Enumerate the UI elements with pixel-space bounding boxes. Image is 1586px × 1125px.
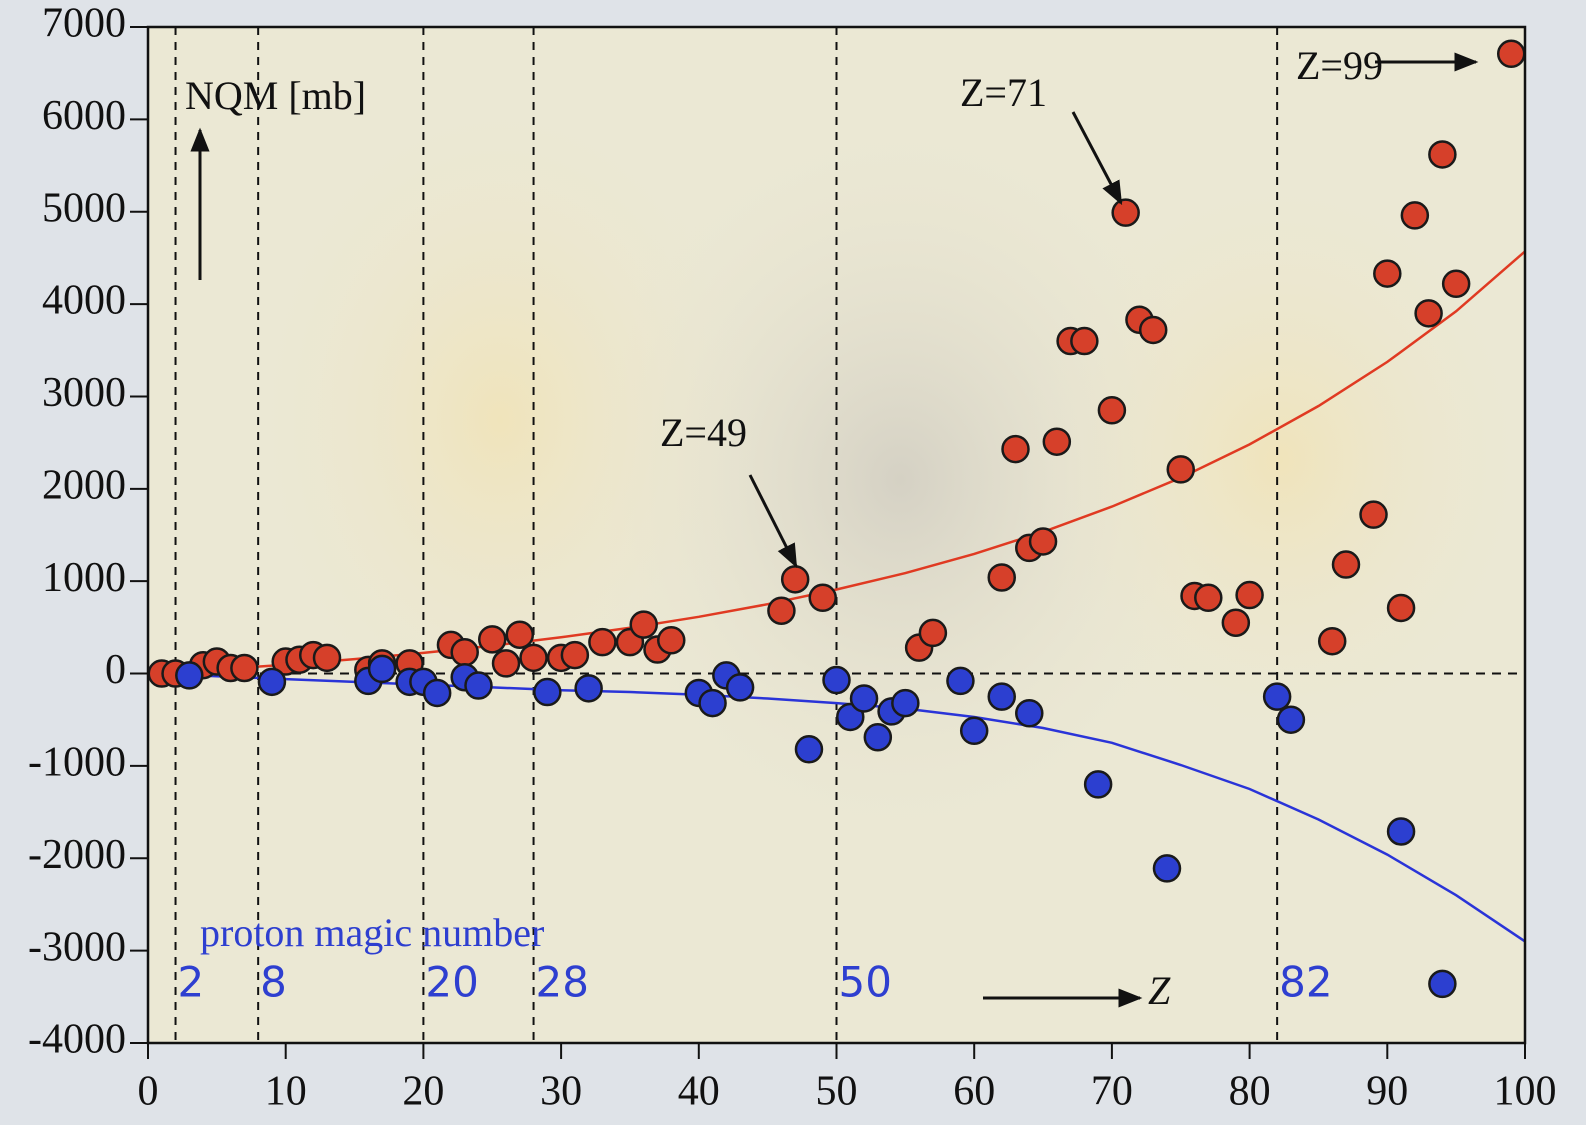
- point: [947, 668, 973, 694]
- point: [1113, 200, 1139, 226]
- y-tick-label: -4000: [28, 1017, 126, 1063]
- point: [851, 685, 877, 711]
- point: [1498, 41, 1524, 67]
- chart: -4000-3000-2000-100001000200030004000500…: [0, 0, 1586, 1125]
- magic-number-label: 2: [178, 958, 205, 1007]
- magic-number-label: 82: [1279, 958, 1332, 1007]
- point: [1140, 317, 1166, 343]
- point: [562, 642, 588, 668]
- point: [1429, 971, 1455, 997]
- point: [314, 645, 340, 671]
- x-tick-label: 90: [1366, 1069, 1408, 1115]
- magic-number-label: 28: [536, 958, 589, 1007]
- point: [521, 645, 547, 671]
- point: [961, 718, 987, 744]
- point: [824, 667, 850, 693]
- point: [782, 566, 808, 592]
- x-axis-label: Z: [1148, 968, 1171, 1013]
- annotation: Z=49: [660, 410, 747, 455]
- point: [1388, 595, 1414, 621]
- point: [534, 679, 560, 705]
- point: [1333, 552, 1359, 578]
- point: [1443, 271, 1469, 297]
- point: [1237, 582, 1263, 608]
- point: [452, 639, 478, 665]
- y-tick-label: 4000: [42, 278, 126, 324]
- point: [1154, 855, 1180, 881]
- point: [700, 690, 726, 716]
- x-tick-label: 0: [138, 1069, 159, 1115]
- magic-number-label: 8: [260, 958, 287, 1007]
- point: [727, 674, 753, 700]
- point: [658, 627, 684, 653]
- point: [1085, 771, 1111, 797]
- point: [1264, 684, 1290, 710]
- point: [1416, 300, 1442, 326]
- x-tick-label: 60: [953, 1069, 995, 1115]
- x-tick-label: 30: [540, 1069, 582, 1115]
- point: [369, 656, 395, 682]
- magic-number-label: 20: [425, 958, 478, 1007]
- point: [176, 662, 202, 688]
- magic-label: proton magic number: [200, 910, 544, 955]
- y-tick-label: -2000: [28, 832, 126, 878]
- x-tick-label: 20: [402, 1069, 444, 1115]
- y-tick-label: 6000: [42, 93, 126, 139]
- y-tick-label: 0: [105, 647, 126, 693]
- point: [1374, 261, 1400, 287]
- y-tick-label: -1000: [28, 740, 126, 786]
- point: [1319, 628, 1345, 654]
- point: [796, 736, 822, 762]
- x-tick-label: 40: [678, 1069, 720, 1115]
- point: [631, 612, 657, 638]
- point: [892, 690, 918, 716]
- point: [1030, 528, 1056, 554]
- y-tick-label: 5000: [42, 185, 126, 231]
- point: [424, 680, 450, 706]
- x-tick-label: 10: [265, 1069, 307, 1115]
- x-tick-label: 100: [1494, 1069, 1557, 1115]
- point: [589, 629, 615, 655]
- point: [1071, 328, 1097, 354]
- point: [810, 585, 836, 611]
- point: [1388, 818, 1414, 844]
- point: [989, 564, 1015, 590]
- point: [1361, 502, 1387, 528]
- y-tick-label: -3000: [28, 924, 126, 970]
- point: [1429, 141, 1455, 167]
- magic-number-label: 50: [839, 958, 892, 1007]
- point: [920, 620, 946, 646]
- point: [1099, 397, 1125, 423]
- point: [507, 622, 533, 648]
- y-tick-label: 3000: [42, 370, 126, 416]
- point: [1044, 429, 1070, 455]
- y-tick-label: 1000: [42, 555, 126, 601]
- point: [1003, 436, 1029, 462]
- point: [493, 650, 519, 676]
- point: [1223, 610, 1249, 636]
- point: [1402, 202, 1428, 228]
- point: [1168, 456, 1194, 482]
- point: [259, 669, 285, 695]
- point: [465, 673, 491, 699]
- annotation: Z=99: [1296, 43, 1383, 88]
- point: [989, 684, 1015, 710]
- annotation: Z=71: [960, 70, 1047, 115]
- background-glow: [1020, 160, 1540, 760]
- point: [576, 675, 602, 701]
- x-tick-label: 80: [1229, 1069, 1271, 1115]
- y-axis-label: NQM [mb]: [185, 73, 366, 118]
- point: [1195, 585, 1221, 611]
- point: [479, 626, 505, 652]
- point: [1278, 707, 1304, 733]
- point: [768, 598, 794, 624]
- point: [231, 655, 257, 681]
- point: [1016, 700, 1042, 726]
- y-tick-label: 7000: [42, 1, 126, 47]
- y-tick-label: 2000: [42, 462, 126, 508]
- x-tick-label: 70: [1091, 1069, 1133, 1115]
- x-tick-label: 50: [816, 1069, 858, 1115]
- point: [865, 724, 891, 750]
